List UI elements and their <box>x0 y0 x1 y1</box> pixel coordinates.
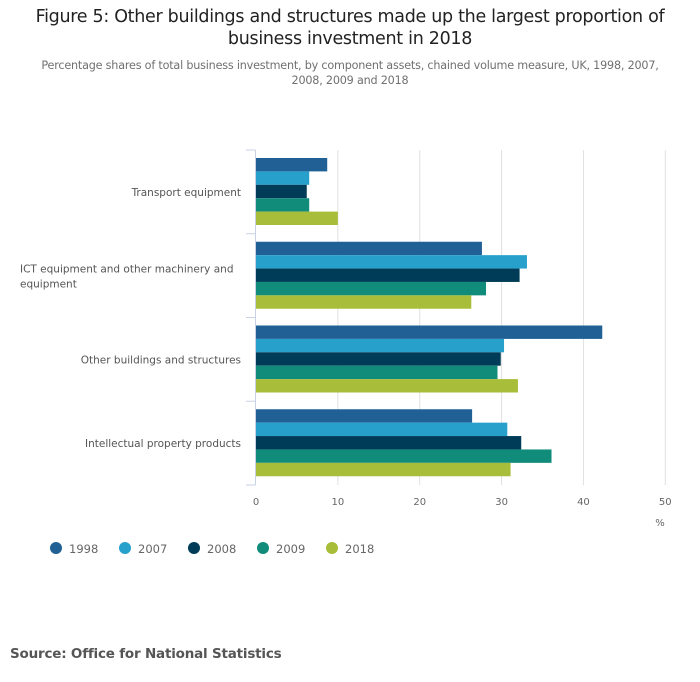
bar-2008 <box>256 184 307 199</box>
bar-2018 <box>256 379 518 393</box>
legend-label: 2007 <box>138 542 167 556</box>
bar-1998 <box>256 241 482 256</box>
legend-item-1998[interactable]: 1998 <box>50 542 98 556</box>
bar-2008 <box>256 436 522 450</box>
x-tick-label: 30 <box>495 497 508 508</box>
category-label: Other buildings and structures <box>81 354 241 366</box>
legend-item-2007[interactable]: 2007 <box>119 542 167 556</box>
x-tick-labels: 0 10 20 30 40 50 <box>253 497 672 508</box>
bar-2007 <box>256 338 505 353</box>
legend-marker <box>188 542 200 554</box>
chart-subtitle-line: 2008, 2009 and 2018 <box>291 74 409 87</box>
bars <box>256 158 603 477</box>
legend-marker <box>50 542 62 554</box>
bar-2018 <box>256 211 338 225</box>
x-tick-label: 40 <box>577 497 590 508</box>
bar-2018 <box>256 295 472 309</box>
category-label-line: equipment <box>20 279 77 291</box>
bar-1998 <box>256 158 328 172</box>
x-axis-label: % <box>655 518 665 529</box>
x-tick-label: 10 <box>331 497 344 508</box>
bar-2008 <box>256 268 520 282</box>
legend-item-2008[interactable]: 2008 <box>188 542 236 556</box>
legend-marker <box>119 542 131 554</box>
chart-title-line: business investment in 2018 <box>227 29 473 49</box>
bar-2008 <box>256 352 501 366</box>
bar-2018 <box>256 462 511 477</box>
legend-label: 2018 <box>345 542 374 556</box>
chart-subtitle-line: Percentage shares of total business inve… <box>41 59 659 72</box>
x-tick-label: 20 <box>413 497 426 508</box>
category-label: Intellectual property products <box>85 438 241 450</box>
bar-1998 <box>256 409 473 423</box>
legend-item-2009[interactable]: 2009 <box>257 542 305 556</box>
chart-title: Figure 5: Other buildings and structures… <box>0 6 700 50</box>
bar-1998 <box>256 325 603 339</box>
category-label: Transport equipment <box>131 187 241 199</box>
legend-item-2018[interactable]: 2018 <box>326 542 374 556</box>
bar-2007 <box>256 255 527 269</box>
chart-title-line: Figure 5: Other buildings and structures… <box>35 7 665 27</box>
chart-subtitle: Percentage shares of total business inve… <box>20 58 680 88</box>
bar-2007 <box>256 171 310 185</box>
legend: 1998 2007 2008 2009 2018 <box>50 542 374 556</box>
legend-marker <box>257 542 269 554</box>
x-tick-label: 0 <box>253 497 259 508</box>
bar-2007 <box>256 422 508 437</box>
bar-2009 <box>256 198 310 212</box>
y-axis <box>246 149 256 486</box>
legend-label: 2008 <box>207 542 236 556</box>
x-tick-label: 50 <box>659 497 672 508</box>
source-note: Source: Office for National Statistics <box>10 646 282 662</box>
category-labels: Transport equipment ICT equipment and oth… <box>20 187 241 450</box>
legend-label: 2009 <box>276 542 305 556</box>
bar-2009 <box>256 281 487 296</box>
bar-2009 <box>256 365 498 380</box>
legend-marker <box>326 542 338 554</box>
bar-2009 <box>256 449 552 463</box>
category-label-line: ICT equipment and other machinery and <box>20 264 234 276</box>
legend-label: 1998 <box>69 542 98 556</box>
